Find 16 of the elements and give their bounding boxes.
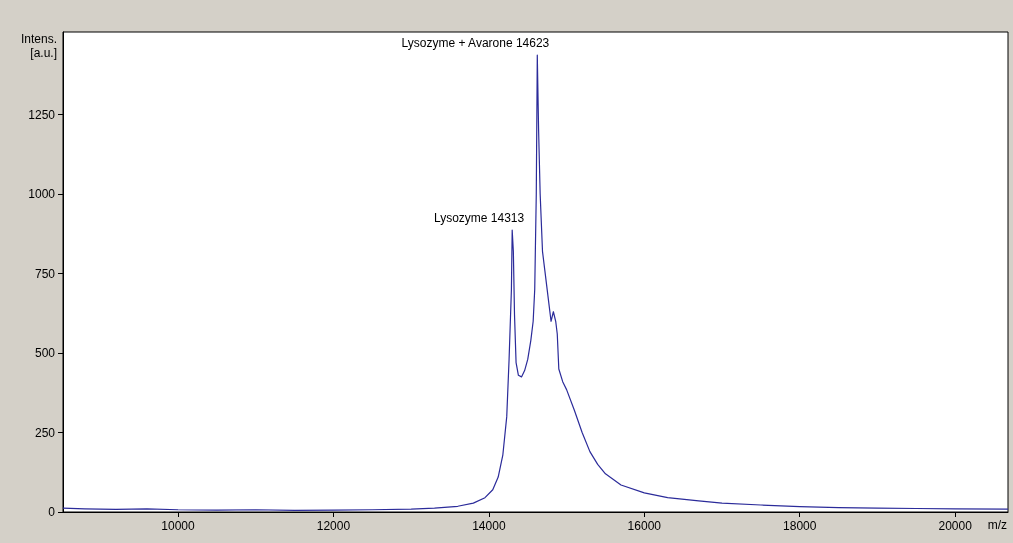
x-tick-label: 20000 bbox=[938, 519, 973, 533]
annotation: Lysozyme + Avarone 14623 bbox=[401, 35, 550, 50]
y-tick-label: 500 bbox=[34, 346, 56, 361]
x-tick-label: 16000 bbox=[627, 519, 662, 533]
y-tick-label: 0 bbox=[48, 505, 56, 519]
y-tick-label: 1250 bbox=[28, 107, 56, 122]
x-tick-label: 12000 bbox=[316, 519, 351, 533]
y-tick-label: 1000 bbox=[28, 187, 56, 202]
x-tick-label: 14000 bbox=[472, 519, 506, 533]
x-tick-label: 10000 bbox=[161, 519, 196, 533]
y-tick-label: 250 bbox=[34, 425, 56, 440]
y-tick-label: 750 bbox=[34, 266, 56, 281]
x-tick-label: 18000 bbox=[783, 519, 817, 533]
y-axis-title: Intens. [a.u.] bbox=[20, 32, 57, 60]
x-axis-title: m/z bbox=[987, 518, 1008, 532]
annotation: Lysozyme 14313 bbox=[433, 210, 525, 225]
